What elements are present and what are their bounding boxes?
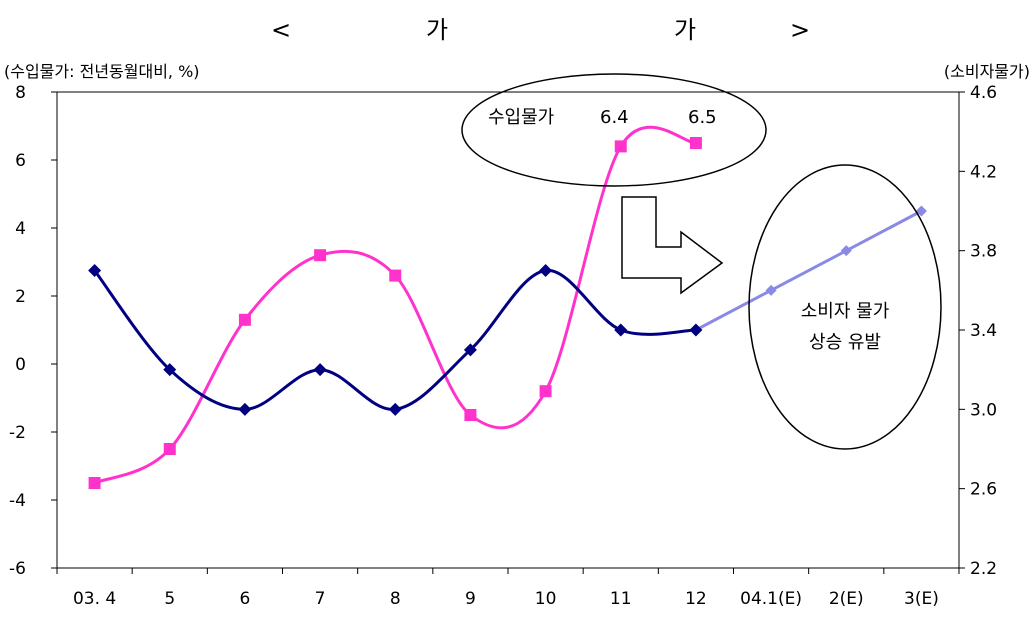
consumer-price-line-2: 상승 유발 — [809, 332, 881, 353]
consumer-price-ellipse — [748, 164, 942, 450]
x-tick-label: 2(E) — [829, 589, 864, 609]
import-price-value-1: 6.4 — [600, 107, 629, 128]
series-1-point — [614, 323, 628, 337]
series-1-point — [163, 363, 177, 377]
right-y-tick-label: 4.6 — [970, 83, 997, 103]
x-tick-label: 11 — [610, 589, 632, 609]
series-2-point — [840, 245, 852, 257]
series-0-point — [539, 385, 552, 398]
chart-title-word-1: 가 — [426, 16, 448, 44]
right-y-tick-label: 2.2 — [970, 559, 997, 579]
x-tick-label: 12 — [685, 589, 707, 609]
x-tick-label: 10 — [535, 589, 557, 609]
x-tick-label: 5 — [164, 589, 175, 609]
series-0-point — [163, 443, 176, 455]
series-1-point — [313, 363, 327, 377]
series-0-point — [464, 409, 477, 421]
series-1-point — [88, 264, 102, 277]
series-0-point — [689, 137, 702, 149]
left-y-tick-label: 6 — [15, 151, 26, 171]
series-2-point — [765, 284, 777, 296]
x-tick-label: 03. 4 — [73, 589, 116, 609]
left-y-tick-label: 4 — [15, 219, 26, 239]
left-y-tick-label: -4 — [9, 491, 26, 511]
left-y-tick-label: 2 — [15, 287, 26, 307]
series-0-point — [389, 269, 402, 282]
chart-title-open: < — [271, 16, 291, 44]
right-axis-label: (소비자물가) — [944, 62, 1030, 81]
chart-title-word-2: 가 — [674, 16, 696, 44]
arrow-icon — [621, 196, 724, 295]
right-y-tick-label: 3.8 — [970, 242, 997, 262]
series-1-point — [689, 323, 703, 337]
x-tick-label: 04.1(E) — [740, 589, 802, 609]
series-1-point — [388, 402, 402, 416]
series-line-1 — [93, 268, 696, 411]
import-price-label: 수입물가 — [488, 107, 554, 128]
series-0-point — [88, 477, 101, 489]
series-0-point — [238, 313, 251, 326]
x-tick-label: 8 — [390, 589, 401, 609]
series-line-2 — [695, 209, 923, 332]
left-axis-label: (수입물가: 전년동월대비, %) — [4, 62, 200, 81]
x-tick-label: 3(E) — [904, 589, 939, 609]
right-y-tick-label: 3.0 — [970, 400, 997, 420]
right-y-tick-label: 3.4 — [970, 321, 997, 341]
import-price-value-2: 6.5 — [688, 107, 717, 128]
series-0-point — [614, 140, 627, 153]
series-1-point — [238, 402, 252, 416]
right-y-tick-label: 4.2 — [970, 162, 997, 182]
series-0-point — [314, 249, 327, 262]
series-line-0 — [93, 125, 697, 485]
plot-area — [56, 91, 960, 569]
right-y-tick-label: 2.6 — [970, 480, 997, 500]
x-tick-label: 6 — [240, 589, 251, 609]
series-1-point — [539, 264, 553, 277]
series-1-point — [463, 343, 477, 357]
x-tick-label: 9 — [465, 589, 476, 609]
import-price-ellipse — [461, 73, 767, 187]
left-y-tick-label: -2 — [9, 423, 26, 443]
series-2-point — [915, 205, 927, 217]
left-y-tick-label: 0 — [15, 355, 26, 375]
chart-title-close: > — [790, 16, 810, 44]
left-y-tick-label: 8 — [15, 83, 26, 103]
x-tick-label: 7 — [315, 589, 326, 609]
left-y-tick-label: -6 — [9, 559, 26, 579]
consumer-price-line-1: 소비자 물가 — [801, 301, 890, 322]
